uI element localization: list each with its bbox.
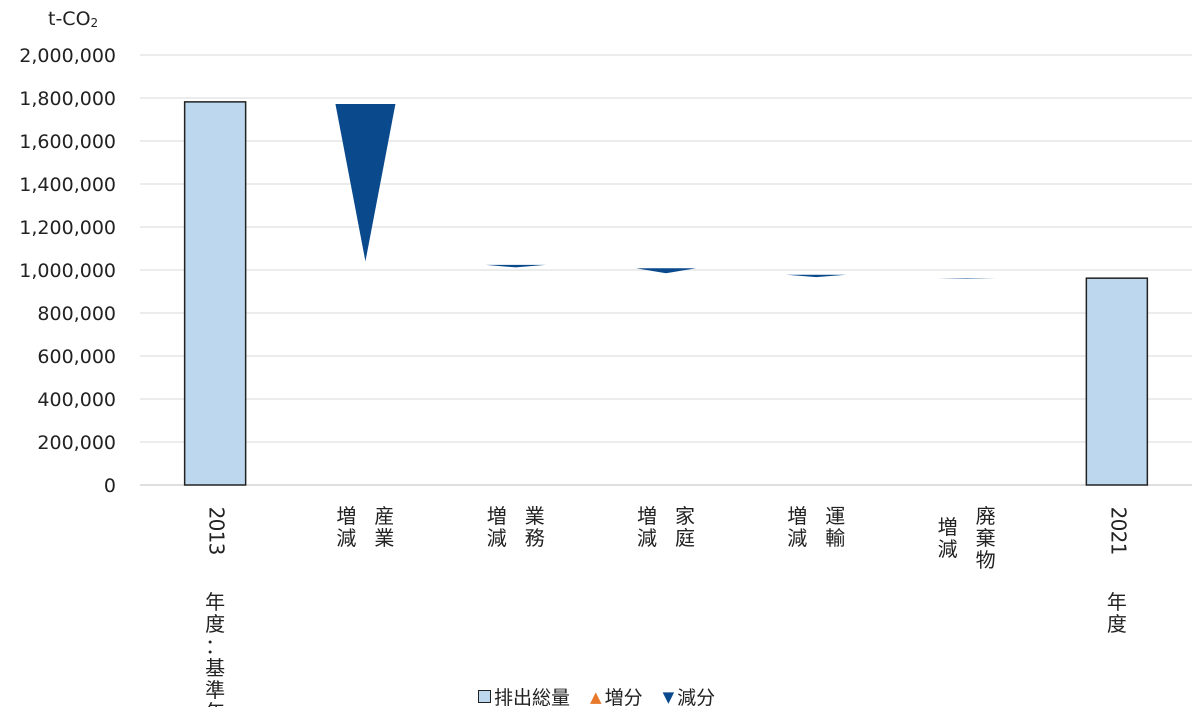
y-tick-label: 0: [104, 475, 116, 497]
x-category-char: 年: [205, 590, 225, 614]
y-tick-label: 200,000: [37, 432, 116, 454]
x-category-char: 3: [205, 543, 229, 556]
total-bar: [185, 102, 246, 485]
x-category-char: 産: [374, 504, 394, 528]
x-category-char: 家: [675, 504, 695, 528]
x-category-char: 2: [205, 507, 229, 520]
x-category-char: 年: [1107, 590, 1127, 614]
x-category-char: 度: [1107, 612, 1127, 636]
x-category-char: 1: [205, 531, 229, 544]
y-tick-label: 1,600,000: [19, 131, 116, 153]
legend-item-total: 排出総量: [478, 683, 570, 710]
y-tick-label: 400,000: [37, 389, 116, 411]
x-category-char: 務: [525, 526, 545, 550]
x-category-char: 廃: [976, 504, 996, 528]
y-tick-label: 1,400,000: [19, 174, 116, 196]
x-category-char: 1: [1106, 543, 1130, 556]
decrease-triangle: [786, 275, 846, 277]
x-category-char: 業: [525, 504, 545, 528]
x-category-char: 運: [825, 504, 845, 528]
x-category-char: 減: [637, 526, 657, 550]
x-category-char: 増: [487, 504, 507, 528]
legend-item-decrease: ▼ 減分: [663, 683, 716, 710]
y-tick-label: 1,800,000: [19, 88, 116, 110]
x-category-char: 庭: [675, 526, 695, 550]
x-category-char: 減: [487, 526, 507, 550]
x-category-char: 業: [374, 526, 394, 550]
legend-label-increase: 増分: [605, 683, 643, 710]
decrease-triangle: [486, 265, 546, 268]
x-category-char: 輸: [825, 526, 845, 550]
y-tick-label: 800,000: [37, 303, 116, 325]
legend-label-total: 排出総量: [494, 683, 570, 710]
total-bar: [1086, 278, 1147, 485]
legend-triangle-up-icon: ▲: [590, 688, 602, 706]
x-category-char: 増: [787, 504, 807, 528]
legend-triangle-down-icon: ▼: [663, 688, 675, 706]
x-category-char: 年: [205, 700, 225, 707]
decrease-triangle: [636, 268, 696, 273]
x-category-char: 増: [637, 504, 657, 528]
x-category-char: 減: [336, 526, 356, 550]
legend-label-decrease: 減分: [677, 683, 715, 710]
x-category-char: 基: [205, 656, 225, 680]
y-tick-label: 1,000,000: [19, 260, 116, 282]
y-unit-label: t-CO2: [48, 8, 98, 30]
legend: 排出総量 ▲ 増分 ▼ 減分: [478, 683, 715, 710]
x-category-char: 物: [976, 548, 996, 572]
x-category-char: 準: [205, 678, 225, 702]
x-category-char: 度: [205, 612, 225, 636]
x-category-char: 減: [938, 537, 958, 561]
x-category-char: 減: [787, 526, 807, 550]
legend-swatch-box: [478, 690, 491, 703]
x-category-char: 0: [1106, 519, 1130, 532]
y-tick-label: 1,200,000: [19, 217, 116, 239]
x-category-char: ：: [205, 634, 225, 658]
y-tick-label: 600,000: [37, 346, 116, 368]
x-category-char: 0: [205, 519, 229, 532]
x-category-char: 2: [1106, 507, 1130, 520]
x-category-char: 2: [1106, 531, 1130, 544]
y-tick-label: 2,000,000: [19, 45, 116, 67]
x-category-char: 増: [336, 504, 356, 528]
x-category-char: 増: [938, 515, 958, 539]
decrease-triangle: [335, 104, 395, 261]
legend-item-increase: ▲ 増分: [590, 683, 643, 710]
x-category-char: 棄: [976, 526, 996, 550]
